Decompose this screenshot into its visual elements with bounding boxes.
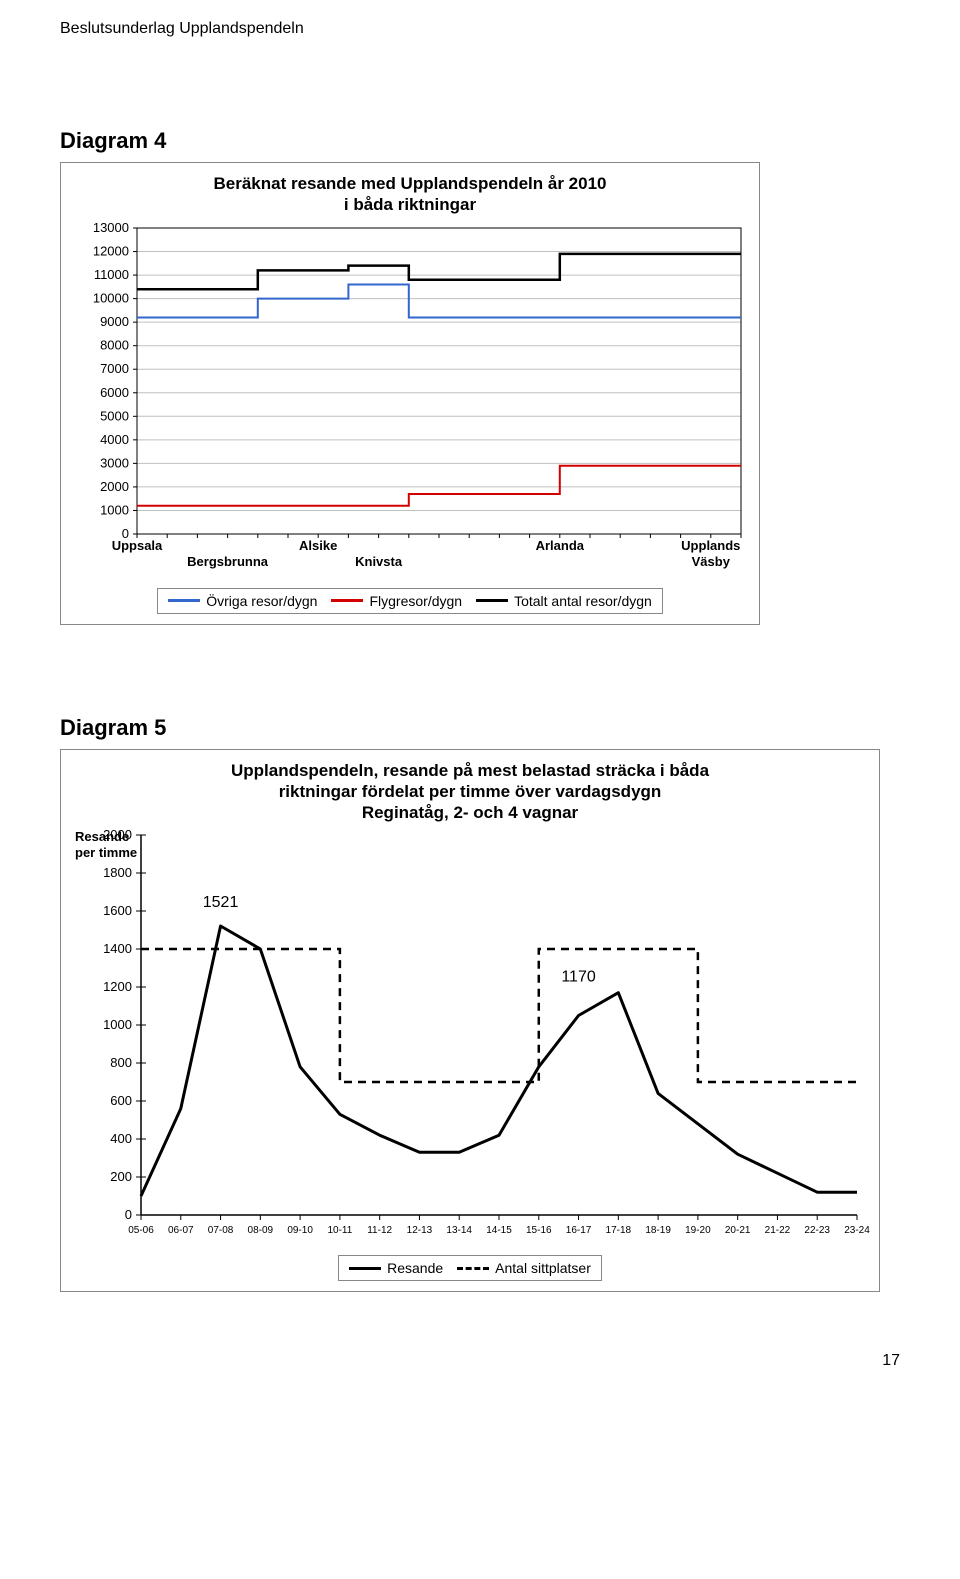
svg-text:Bergsbrunna: Bergsbrunna (187, 554, 269, 569)
svg-text:600: 600 (110, 1093, 132, 1108)
diagram4-title: Beräknat resande med Upplandspendeln år … (71, 173, 749, 216)
svg-text:20-21: 20-21 (725, 1225, 751, 1236)
svg-text:11000: 11000 (94, 267, 129, 282)
svg-text:3000: 3000 (100, 455, 129, 470)
document-header: Beslutsunderlag Upplandspendeln (60, 20, 900, 38)
diagram4-label: Diagram 4 (60, 128, 900, 154)
svg-text:1170: 1170 (561, 969, 596, 986)
diagram4-section: Diagram 4 Beräknat resande med Upplandsp… (60, 128, 900, 625)
svg-text:12000: 12000 (93, 243, 129, 258)
svg-text:06-07: 06-07 (168, 1225, 194, 1236)
svg-text:0: 0 (125, 1207, 132, 1222)
legend-ovriga-label: Övriga resor/dygn (206, 593, 317, 609)
svg-text:13-14: 13-14 (446, 1225, 472, 1236)
svg-text:05-06: 05-06 (128, 1225, 154, 1236)
svg-text:Upplands: Upplands (681, 538, 740, 553)
svg-text:1200: 1200 (103, 979, 132, 994)
diagram4-svg: 0100020003000400050006000700080009000100… (71, 222, 751, 582)
diagram5-title: Upplandspendeln, resande på mest belasta… (71, 760, 869, 824)
svg-text:09-10: 09-10 (287, 1225, 313, 1236)
svg-text:8000: 8000 (100, 337, 129, 352)
diagram4-chart-box: Beräknat resande med Upplandspendeln år … (60, 162, 760, 625)
svg-text:17-18: 17-18 (606, 1225, 632, 1236)
svg-text:7000: 7000 (100, 361, 129, 376)
svg-text:22-23: 22-23 (804, 1225, 830, 1236)
legend-flyg-line (331, 599, 363, 602)
svg-text:Resandeper timme: Resandeper timme (75, 829, 137, 860)
svg-text:Väsby: Väsby (692, 554, 731, 569)
diagram5-svg: 0200400600800100012001400160018002000Res… (71, 829, 871, 1249)
svg-text:5000: 5000 (100, 408, 129, 423)
svg-text:10-11: 10-11 (327, 1225, 352, 1236)
svg-text:1000: 1000 (100, 502, 129, 517)
legend-ovriga-line (168, 599, 200, 602)
svg-text:08-09: 08-09 (248, 1225, 274, 1236)
svg-text:16-17: 16-17 (566, 1225, 592, 1236)
legend-sittplatser-line (457, 1267, 489, 1270)
svg-text:1800: 1800 (103, 865, 132, 880)
svg-text:19-20: 19-20 (685, 1225, 711, 1236)
diagram5-chart-box: Upplandspendeln, resande på mest belasta… (60, 749, 880, 1293)
svg-text:23-24: 23-24 (844, 1225, 870, 1236)
svg-text:Uppsala: Uppsala (112, 538, 163, 553)
legend-totalt-line (476, 599, 508, 602)
legend-resande-line (349, 1267, 381, 1270)
svg-text:11-12: 11-12 (367, 1225, 392, 1236)
svg-text:10000: 10000 (93, 290, 129, 305)
svg-text:1000: 1000 (103, 1017, 132, 1032)
legend-resande-label: Resande (387, 1260, 443, 1276)
svg-text:14-15: 14-15 (486, 1225, 512, 1236)
svg-text:15-16: 15-16 (526, 1225, 552, 1236)
svg-text:9000: 9000 (100, 314, 129, 329)
svg-text:1600: 1600 (103, 903, 132, 918)
page-number: 17 (60, 1352, 900, 1370)
svg-text:400: 400 (110, 1131, 132, 1146)
legend-totalt-label: Totalt antal resor/dygn (514, 593, 652, 609)
legend-flyg-label: Flygresor/dygn (369, 593, 462, 609)
svg-text:18-19: 18-19 (645, 1225, 671, 1236)
legend-flyg: Flygresor/dygn (331, 593, 462, 609)
diagram5-legend: Resande Antal sittplatser (338, 1255, 602, 1281)
diagram5-label: Diagram 5 (60, 715, 900, 741)
diagram4-legend: Övriga resor/dygn Flygresor/dygn Totalt … (157, 588, 663, 614)
legend-sittplatser-label: Antal sittplatser (495, 1260, 591, 1276)
svg-text:1521: 1521 (203, 894, 239, 911)
legend-sittplatser: Antal sittplatser (457, 1260, 591, 1276)
svg-text:6000: 6000 (100, 384, 129, 399)
legend-resande: Resande (349, 1260, 443, 1276)
legend-totalt: Totalt antal resor/dygn (476, 593, 652, 609)
svg-text:4000: 4000 (100, 431, 129, 446)
svg-text:Alsike: Alsike (299, 538, 337, 553)
diagram5-section: Diagram 5 Upplandspendeln, resande på me… (60, 715, 900, 1293)
legend-ovriga: Övriga resor/dygn (168, 593, 317, 609)
svg-text:800: 800 (110, 1055, 132, 1070)
svg-text:13000: 13000 (93, 222, 129, 235)
svg-text:2000: 2000 (100, 478, 129, 493)
svg-text:12-13: 12-13 (407, 1225, 433, 1236)
svg-text:07-08: 07-08 (208, 1225, 234, 1236)
svg-text:21-22: 21-22 (765, 1225, 791, 1236)
svg-text:Knivsta: Knivsta (355, 554, 403, 569)
svg-text:Arlanda: Arlanda (536, 538, 585, 553)
svg-text:200: 200 (110, 1169, 132, 1184)
svg-text:1400: 1400 (103, 941, 132, 956)
